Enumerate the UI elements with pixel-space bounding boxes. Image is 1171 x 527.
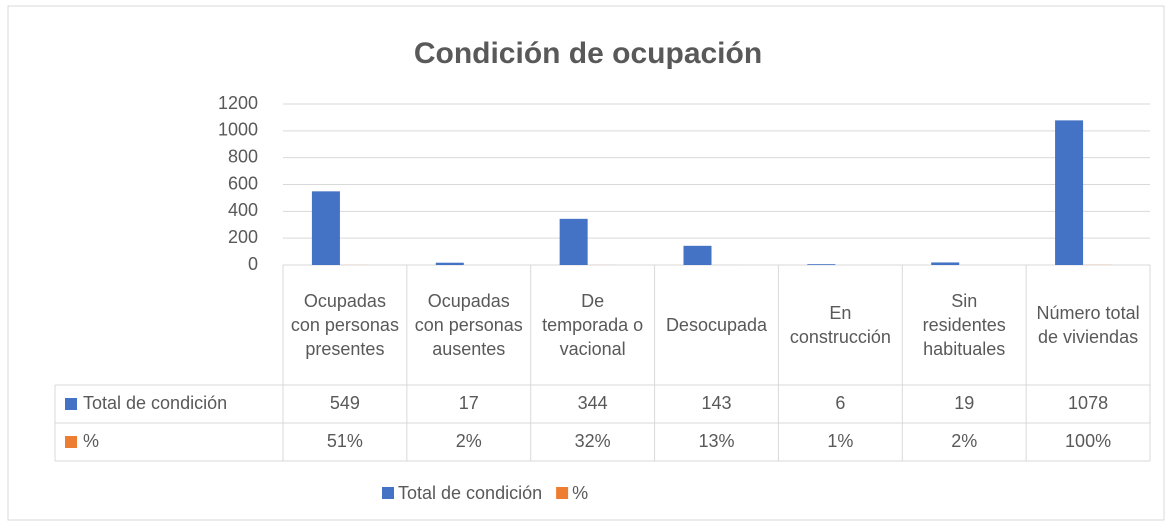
category-label: Desocupada bbox=[665, 315, 768, 335]
table-value: 2% bbox=[951, 431, 977, 451]
table-value: 100% bbox=[1065, 431, 1111, 451]
y-tick-label: 600 bbox=[228, 173, 258, 193]
table-value: 6 bbox=[835, 393, 845, 413]
category-label: De temporada o vacional bbox=[542, 291, 644, 359]
bar bbox=[931, 262, 960, 265]
table-value: 51% bbox=[327, 431, 363, 451]
table-value: 1078 bbox=[1068, 393, 1108, 413]
category-label: Sin residentes habituales bbox=[922, 291, 1006, 359]
category-label: Ocupadas con personas ausentes bbox=[414, 291, 523, 359]
category-label: En construcción bbox=[789, 303, 891, 347]
bar bbox=[559, 218, 588, 265]
table-value: 549 bbox=[330, 393, 360, 413]
legend-key bbox=[382, 487, 394, 499]
bar bbox=[683, 245, 712, 265]
legend-key bbox=[65, 398, 77, 410]
y-tick-label: 1200 bbox=[218, 93, 258, 113]
y-tick-label: 800 bbox=[228, 146, 258, 166]
table-value: 32% bbox=[575, 431, 611, 451]
y-tick-label: 200 bbox=[228, 227, 258, 247]
bar bbox=[435, 262, 464, 265]
chart-title: Condición de ocupación bbox=[414, 37, 762, 70]
category-label: Número total de viviendas bbox=[1036, 303, 1140, 347]
bar bbox=[1055, 120, 1084, 265]
legend-key bbox=[556, 487, 569, 499]
table-value: 143 bbox=[701, 393, 731, 413]
y-tick-label: 1000 bbox=[218, 120, 258, 140]
row-label: % bbox=[83, 431, 99, 451]
bar bbox=[311, 191, 340, 265]
legend-label: % bbox=[572, 483, 588, 503]
y-tick-label: 400 bbox=[228, 200, 258, 220]
table-value: 1% bbox=[827, 431, 853, 451]
table-value: 344 bbox=[578, 393, 608, 413]
table-value: 17 bbox=[459, 393, 479, 413]
bar bbox=[807, 264, 836, 265]
table-value: 2% bbox=[456, 431, 482, 451]
table-value: 13% bbox=[698, 431, 734, 451]
legend-label: Total de condición bbox=[398, 483, 542, 503]
table-value: 19 bbox=[954, 393, 974, 413]
legend-key bbox=[65, 436, 77, 448]
y-tick-label: 0 bbox=[248, 254, 258, 274]
row-label: Total de condición bbox=[83, 393, 227, 413]
category-label: Ocupadas con personas presentes bbox=[290, 291, 399, 359]
